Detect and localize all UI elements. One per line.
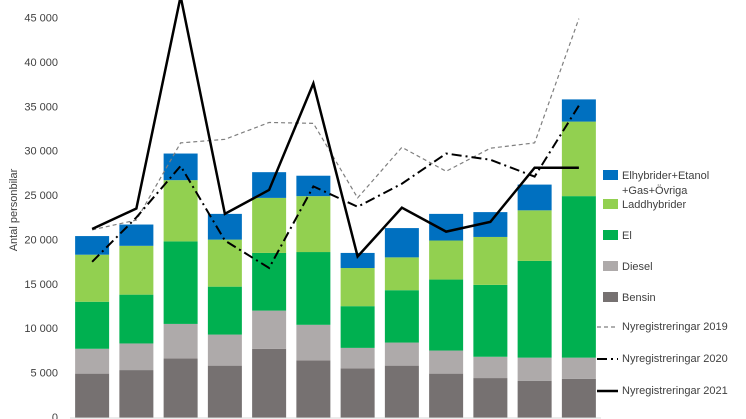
bar-segment bbox=[561, 121, 596, 197]
lines bbox=[91, 0, 580, 270]
bar-segment bbox=[296, 196, 331, 253]
bar-segment bbox=[252, 252, 287, 311]
legend-label: El bbox=[622, 230, 632, 242]
bar-segment bbox=[517, 260, 552, 358]
bar-segment bbox=[207, 286, 242, 335]
y-tick-label: 45 000 bbox=[24, 13, 58, 25]
bar-segment bbox=[429, 350, 464, 374]
bar-segment bbox=[340, 268, 375, 307]
y-tick-label: 15 000 bbox=[24, 279, 58, 291]
bar-segment bbox=[517, 357, 552, 381]
bar-segment bbox=[340, 252, 375, 269]
y-tick-label: 25 000 bbox=[24, 190, 58, 202]
bar-segment bbox=[75, 373, 110, 418]
legend-label: Diesel bbox=[622, 261, 653, 273]
bar-segment bbox=[429, 213, 464, 241]
bar-segment bbox=[252, 348, 287, 418]
bar-segment bbox=[473, 236, 508, 285]
bar-segment bbox=[517, 184, 552, 211]
bar-segment bbox=[429, 240, 464, 280]
bar-segment bbox=[296, 252, 331, 325]
bar-segment bbox=[207, 365, 242, 418]
bar-segment bbox=[252, 310, 287, 349]
y-tick-label: 30 000 bbox=[24, 146, 58, 158]
bar-segment bbox=[207, 213, 242, 240]
bar-segment bbox=[473, 356, 508, 379]
bar-segment bbox=[75, 254, 110, 302]
bar-segment bbox=[75, 348, 110, 374]
legend-swatch bbox=[603, 199, 618, 209]
bar-segment bbox=[340, 347, 375, 369]
bar-segment bbox=[429, 373, 464, 418]
bar-segment bbox=[340, 306, 375, 348]
bar-segment bbox=[517, 210, 552, 261]
bar-segment bbox=[473, 284, 508, 357]
bar-segment bbox=[429, 279, 464, 351]
legend-swatch bbox=[603, 261, 618, 271]
bar-segment bbox=[207, 334, 242, 366]
bar-segment bbox=[163, 323, 198, 359]
y-tick-label: 20 000 bbox=[24, 234, 58, 246]
bar-segment bbox=[163, 241, 198, 324]
legend-label: Bensin bbox=[622, 292, 656, 304]
bar-segment bbox=[207, 239, 242, 287]
bar-segment bbox=[384, 290, 419, 343]
bar-segment bbox=[561, 357, 596, 379]
bar-segment bbox=[252, 172, 287, 198]
bar-segment bbox=[384, 228, 419, 258]
bar-segment bbox=[517, 380, 552, 418]
bar-segment bbox=[119, 370, 154, 418]
bar-segment bbox=[384, 365, 419, 418]
bar-segment bbox=[163, 358, 198, 418]
bar-segment bbox=[119, 294, 154, 344]
legend-label: Laddhybrider bbox=[622, 199, 687, 211]
bar-segment bbox=[473, 378, 508, 418]
y-tick-label: 0 bbox=[52, 412, 58, 419]
bar-segment bbox=[296, 324, 331, 361]
legend-label: Nyregistreringar 2021 bbox=[622, 385, 728, 397]
legend-swatch bbox=[603, 170, 618, 180]
bar-segment bbox=[561, 99, 596, 122]
bar-segment bbox=[384, 257, 419, 291]
y-tick-label: 40 000 bbox=[24, 57, 58, 69]
bar-segment bbox=[75, 301, 110, 349]
legend-swatch bbox=[603, 292, 618, 302]
y-tick-label: 10 000 bbox=[24, 323, 58, 335]
y-tick-label: 35 000 bbox=[24, 101, 58, 113]
bar-segment bbox=[384, 342, 419, 366]
y-tick-label: 5 000 bbox=[30, 368, 58, 380]
bar-segment bbox=[561, 196, 596, 358]
bar-segment bbox=[119, 343, 154, 371]
bar-segment bbox=[252, 197, 287, 253]
legend-label: Nyregistreringar 2020 bbox=[622, 353, 728, 365]
line-series bbox=[91, 0, 579, 260]
line-series bbox=[91, 105, 580, 270]
y-axis-label: Antal personbilar bbox=[8, 168, 20, 251]
bar-segment bbox=[75, 236, 110, 255]
bar-segment bbox=[119, 224, 154, 246]
line-series bbox=[91, 18, 580, 231]
legend-label: Elhybrider+Etanol +Gas+Övriga bbox=[622, 170, 710, 197]
bar-segment bbox=[340, 368, 375, 418]
bar-segment bbox=[561, 378, 596, 418]
bar-segment bbox=[296, 360, 331, 418]
bar-segment bbox=[119, 245, 154, 295]
bar-segment bbox=[163, 180, 198, 242]
legend-label: Nyregistreringar 2019 bbox=[622, 321, 728, 333]
legend-swatch bbox=[603, 230, 618, 240]
